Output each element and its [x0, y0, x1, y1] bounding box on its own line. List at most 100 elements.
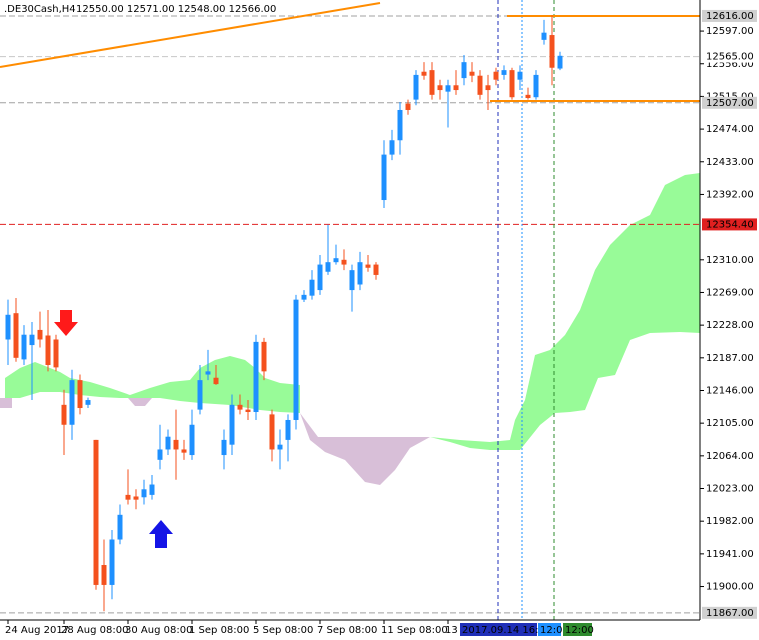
- candle-body: [341, 259, 347, 265]
- candle-body: [405, 103, 411, 110]
- candle-body: [237, 404, 243, 410]
- candle-body: [77, 380, 83, 409]
- candle-body: [93, 439, 99, 585]
- x-tick-label: 13: [445, 625, 458, 636]
- cloud-bear: [128, 398, 152, 406]
- candle-body: [381, 154, 387, 201]
- marker-label: 12:00: [565, 625, 594, 636]
- candle-body: [453, 85, 459, 91]
- candle-body: [317, 264, 323, 291]
- candle-body: [325, 262, 331, 272]
- y-tick-label: 12433.00: [706, 157, 754, 168]
- ichimoku-cloud: [0, 173, 700, 485]
- price-level-box: [702, 218, 757, 231]
- candle-body: [533, 74, 539, 98]
- price-level-label: 12565.00: [706, 52, 754, 63]
- cloud-bear: [300, 413, 430, 485]
- candle-body: [117, 514, 123, 540]
- candle-body: [101, 565, 107, 585]
- candle-body: [205, 371, 211, 375]
- candles: [5, 15, 563, 612]
- chart-title: .DE30Cash,H4: [4, 4, 76, 15]
- y-tick-label: 12228.00: [706, 320, 754, 331]
- candle-body: [13, 313, 19, 358]
- candle-body: [85, 400, 91, 405]
- candle-body: [485, 85, 491, 91]
- marker-box: [563, 623, 592, 636]
- price-level-box: [702, 606, 757, 619]
- y-tick-label: 12105.00: [706, 418, 754, 429]
- x-tick-label: 30 Aug 08:00: [125, 625, 192, 636]
- cloud-bull: [430, 173, 700, 450]
- y-tick-label: 11900.00: [706, 582, 754, 593]
- candle-body: [61, 404, 67, 425]
- y-tick-label: 12187.00: [706, 353, 754, 364]
- sell-arrow: [54, 310, 78, 336]
- candle-body: [509, 70, 515, 98]
- candle-body: [357, 262, 363, 285]
- candle-body: [397, 109, 403, 141]
- candle-body: [389, 140, 395, 155]
- cloud-bear: [0, 398, 12, 408]
- candle-body: [309, 279, 315, 296]
- cloud-bull: [5, 356, 300, 413]
- candle-body: [69, 380, 75, 425]
- candle-body: [349, 270, 355, 291]
- candle-body: [5, 314, 11, 340]
- x-tick-label: 11 Sep 08:00: [381, 625, 448, 636]
- candle-body: [461, 62, 467, 79]
- y-tick-label: 12310.00: [706, 255, 754, 266]
- candle-body: [133, 496, 139, 500]
- price-level-box: [702, 9, 757, 22]
- candle-body: [197, 380, 203, 410]
- marker-box: [538, 623, 561, 636]
- candle-body: [477, 75, 483, 95]
- candle-body: [525, 94, 531, 99]
- candle-body: [269, 414, 275, 450]
- price-level-label: 11867.00: [706, 608, 754, 619]
- y-tick-label: 11982.00: [706, 516, 754, 527]
- candle-body: [333, 258, 339, 263]
- candle-body: [549, 35, 555, 68]
- quote: 12550.00 12571.00 12548.00 12566.00: [76, 4, 276, 15]
- candle-body: [181, 449, 187, 453]
- candle-body: [221, 439, 227, 456]
- candle-body: [157, 449, 163, 460]
- candle-body: [501, 70, 507, 75]
- candle-body: [125, 494, 131, 500]
- candle-body: [109, 539, 115, 585]
- price-level-label: 12616.00: [706, 11, 754, 22]
- candle-body: [53, 339, 59, 368]
- candle-body: [173, 439, 179, 450]
- candle-body: [229, 404, 235, 445]
- x-tick-label: 5 Sep 08:00: [253, 625, 313, 636]
- x-tick-label: 24 Aug 2017: [5, 625, 69, 636]
- candle-body: [469, 71, 475, 76]
- marker-box: [460, 623, 537, 636]
- y-tick-label: 12597.00: [706, 26, 754, 37]
- x-tick-label: 28 Aug 08:00: [61, 625, 128, 636]
- candle-body: [285, 419, 291, 440]
- candle-body: [165, 436, 171, 450]
- buy-arrow: [149, 520, 173, 548]
- candle-body: [37, 329, 43, 340]
- candle-body: [557, 55, 563, 69]
- candle-body: [45, 335, 51, 365]
- candle-body: [301, 294, 307, 300]
- candle-body: [277, 444, 283, 450]
- candle-body: [293, 299, 299, 420]
- candle-body: [213, 377, 219, 385]
- vertical-lines: [497, 0, 555, 620]
- candle-body: [541, 32, 547, 40]
- candle-body: [421, 71, 427, 76]
- candle-body: [253, 341, 259, 413]
- candle-body: [445, 85, 451, 92]
- candle-body: [437, 85, 443, 91]
- y-tick-label: 12269.00: [706, 287, 754, 298]
- candle-body: [493, 71, 499, 80]
- y-tick-label: 12474.00: [706, 124, 754, 135]
- y-tick-label: 12556.00: [706, 59, 754, 70]
- price-level-label: 12507.00: [706, 98, 754, 109]
- y-tick-label: 12392.00: [706, 189, 754, 200]
